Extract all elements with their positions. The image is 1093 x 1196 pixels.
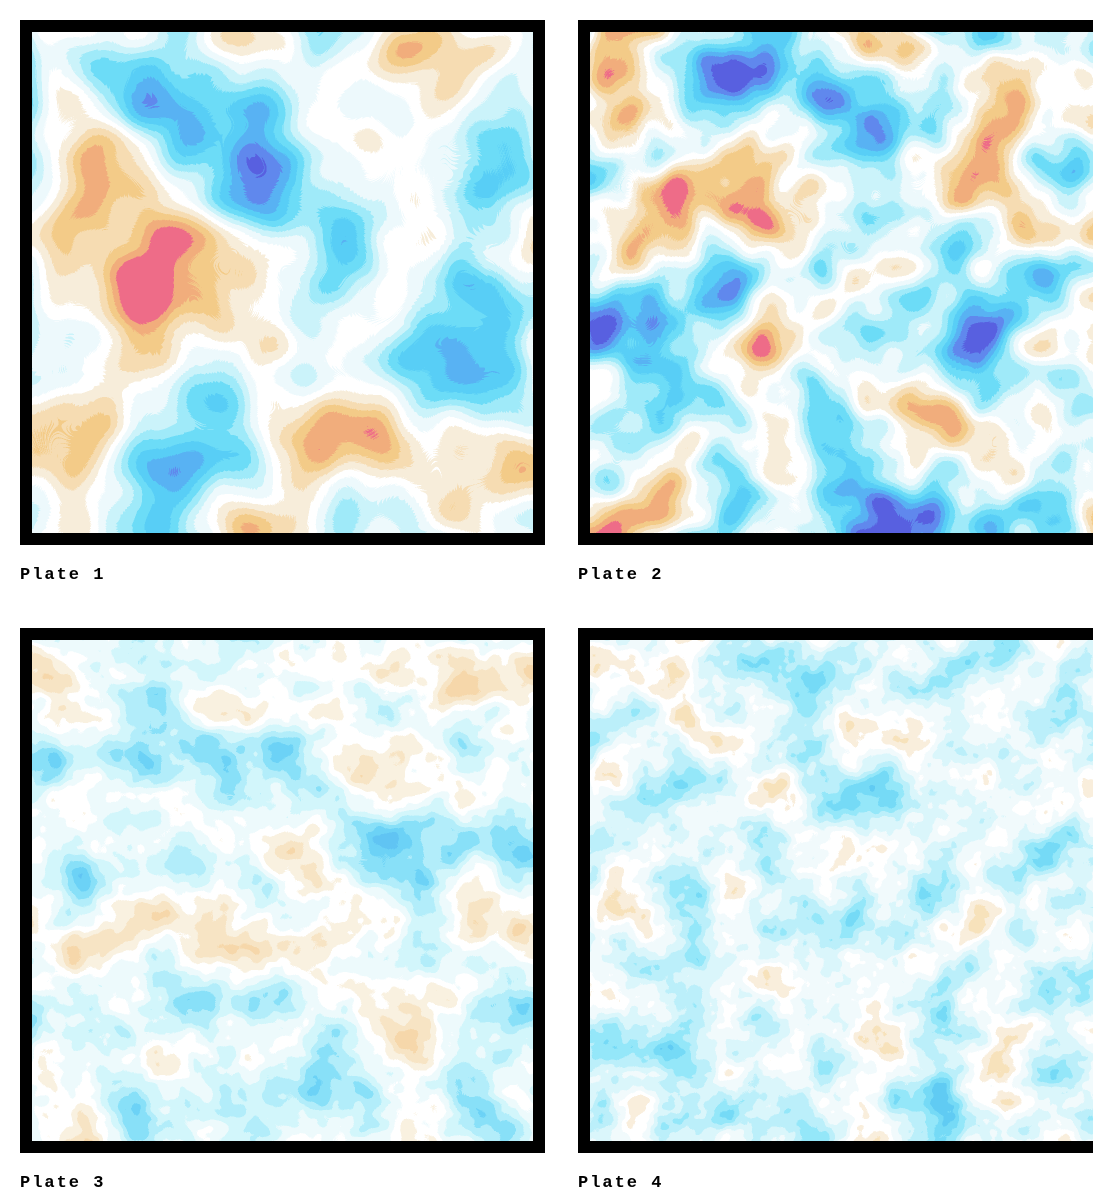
contour-map	[590, 32, 1093, 533]
plate-caption: Plate 3	[20, 1174, 106, 1193]
plate-caption: Plate 1	[20, 566, 106, 585]
plate-frame	[20, 628, 545, 1153]
plate-caption: Plate 4	[578, 1174, 664, 1193]
contour-field	[32, 640, 533, 1141]
contour-map	[590, 640, 1093, 1141]
plate-frame	[20, 20, 545, 545]
plate-frame	[578, 628, 1093, 1153]
contour-map	[32, 640, 533, 1141]
contour-field	[590, 640, 1093, 1141]
plate-caption: Plate 2	[578, 566, 664, 585]
contour-field	[590, 32, 1093, 533]
plate-frame	[578, 20, 1093, 545]
contour-map	[32, 32, 533, 533]
contour-field	[32, 32, 533, 533]
